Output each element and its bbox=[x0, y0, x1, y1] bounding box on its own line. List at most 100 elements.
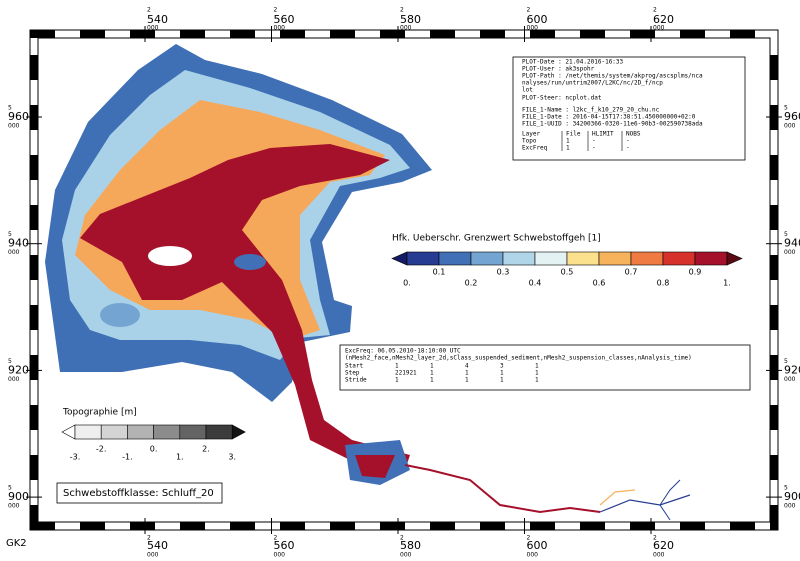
info-line: PLOT-User : ak3spohr bbox=[522, 66, 595, 73]
coord-suffix: 000 bbox=[8, 503, 20, 510]
colorbar-box bbox=[630, 251, 664, 266]
colorbar-label: 3. bbox=[228, 453, 236, 462]
coord-prefix: 2 bbox=[147, 535, 151, 542]
coord-prefix: 2 bbox=[527, 535, 531, 542]
colorbar-label: 0. bbox=[150, 445, 158, 454]
coord-prefix: 5 bbox=[8, 231, 12, 238]
coord-label: 900 bbox=[8, 490, 29, 503]
coord-label: 600 bbox=[527, 539, 548, 552]
info-cell: 1 bbox=[395, 377, 399, 384]
colorbar-label: 1. bbox=[723, 279, 731, 288]
island bbox=[234, 254, 266, 270]
coord-label: 580 bbox=[400, 13, 421, 26]
info-line: PLOT-Date : 21.04.2016-16:33 bbox=[522, 59, 624, 66]
frame-check bbox=[80, 522, 105, 530]
info-cell: 1 bbox=[535, 363, 539, 370]
coord-suffix: 000 bbox=[653, 552, 665, 559]
info-cell: 1 bbox=[395, 363, 399, 370]
frame-check bbox=[770, 405, 778, 430]
coord-prefix: 5 bbox=[784, 105, 788, 112]
frame-check bbox=[30, 305, 38, 330]
colorbar-label: -2. bbox=[96, 445, 107, 454]
info-line: PLOT-Steer: ncplot.dat bbox=[522, 95, 602, 102]
info-cell: 1 bbox=[430, 370, 434, 377]
colorbar-box bbox=[694, 251, 728, 266]
coord-label: 900 bbox=[784, 490, 800, 503]
coord-suffix: 000 bbox=[8, 123, 20, 130]
river bbox=[599, 489, 636, 506]
coord-label: 940 bbox=[8, 237, 29, 250]
coord-label: 540 bbox=[147, 539, 168, 552]
colorbar-box bbox=[598, 251, 632, 266]
frame-check bbox=[30, 205, 38, 230]
coord-suffix: 000 bbox=[8, 249, 20, 256]
frame-check bbox=[230, 30, 255, 38]
colorbar-label: 0.3 bbox=[497, 268, 510, 277]
info-cell: 1 bbox=[500, 370, 504, 377]
coord-prefix: 5 bbox=[8, 358, 12, 365]
info-cell: 1 bbox=[535, 377, 539, 384]
coord-prefix: 2 bbox=[527, 7, 531, 14]
coord-label: 560 bbox=[274, 13, 295, 26]
coord-suffix: 000 bbox=[784, 249, 796, 256]
coord-prefix: 5 bbox=[784, 358, 788, 365]
colorbar-arrow bbox=[726, 251, 743, 266]
colorbar-label: 0.7 bbox=[625, 268, 638, 277]
info-line: lot bbox=[522, 87, 533, 94]
coord-label: 920 bbox=[784, 363, 800, 376]
coord-suffix: 000 bbox=[147, 552, 159, 559]
info-cell: Topo bbox=[522, 138, 537, 145]
coord-prefix: 2 bbox=[274, 535, 278, 542]
info-line: FILE_1-Date : 2016-04-15T17:38:51.450000… bbox=[522, 114, 696, 121]
coord-label: 960 bbox=[784, 110, 800, 123]
colorbar-label: 0. bbox=[403, 279, 411, 288]
frame-check bbox=[680, 522, 705, 530]
info-cell: Start bbox=[345, 363, 363, 370]
frame-check bbox=[480, 30, 505, 38]
frame-check bbox=[770, 155, 778, 180]
coord-prefix: 2 bbox=[653, 535, 657, 542]
frame-check bbox=[730, 30, 755, 38]
info-cell: 1 bbox=[465, 370, 469, 377]
frame-check bbox=[330, 522, 355, 530]
colorbar-label: 0.1 bbox=[433, 268, 446, 277]
frame-check bbox=[770, 355, 778, 380]
class-box bbox=[56, 482, 223, 504]
frame-check bbox=[30, 355, 38, 380]
frame-check bbox=[630, 30, 655, 38]
frame-check bbox=[580, 522, 605, 530]
frame-check bbox=[230, 522, 255, 530]
frame-check bbox=[530, 30, 555, 38]
info-cell: 1 bbox=[566, 145, 570, 152]
coord-label: 580 bbox=[400, 539, 421, 552]
coord-suffix: 000 bbox=[400, 552, 412, 559]
coord-suffix: 000 bbox=[527, 552, 539, 559]
coord-suffix: 000 bbox=[784, 123, 796, 130]
coord-prefix: 2 bbox=[274, 7, 278, 14]
frame-check bbox=[30, 155, 38, 180]
colorbar-box bbox=[205, 424, 233, 440]
info-cell: NOBS bbox=[626, 131, 641, 138]
colorbar-box bbox=[406, 251, 440, 266]
colorbar-label: 2. bbox=[202, 445, 210, 454]
info-cell: File bbox=[566, 131, 581, 138]
info-cell: 1 bbox=[430, 363, 434, 370]
river bbox=[599, 494, 691, 513]
frame-check bbox=[480, 522, 505, 530]
coord-prefix: 2 bbox=[653, 7, 657, 14]
frame-check bbox=[30, 522, 55, 530]
frame-check bbox=[180, 30, 205, 38]
coord-suffix: 000 bbox=[274, 25, 286, 32]
colorbar-box bbox=[74, 424, 102, 440]
coord-prefix: 5 bbox=[784, 485, 788, 492]
frame-check bbox=[280, 30, 305, 38]
frame-check bbox=[80, 30, 105, 38]
coord-suffix: 000 bbox=[784, 503, 796, 510]
frame-check bbox=[530, 522, 555, 530]
colorbar-label: 0.9 bbox=[689, 268, 702, 277]
frame-check bbox=[630, 522, 655, 530]
info-cell: ExcFreq bbox=[522, 145, 548, 152]
colorbar-label: 0.5 bbox=[561, 268, 574, 277]
frame-check bbox=[30, 255, 38, 280]
coord-label: 600 bbox=[527, 13, 548, 26]
